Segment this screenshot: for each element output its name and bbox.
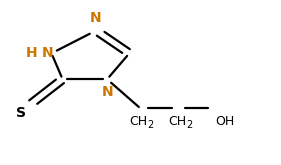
Text: CH: CH [168, 115, 187, 128]
Text: N: N [42, 46, 53, 60]
Text: S: S [16, 106, 26, 120]
Text: 2: 2 [186, 120, 193, 131]
Text: CH: CH [129, 115, 148, 128]
Text: N: N [90, 11, 102, 25]
Text: 2: 2 [148, 120, 154, 131]
Text: N: N [101, 85, 113, 99]
Text: H: H [26, 46, 38, 60]
Text: OH: OH [216, 115, 235, 128]
